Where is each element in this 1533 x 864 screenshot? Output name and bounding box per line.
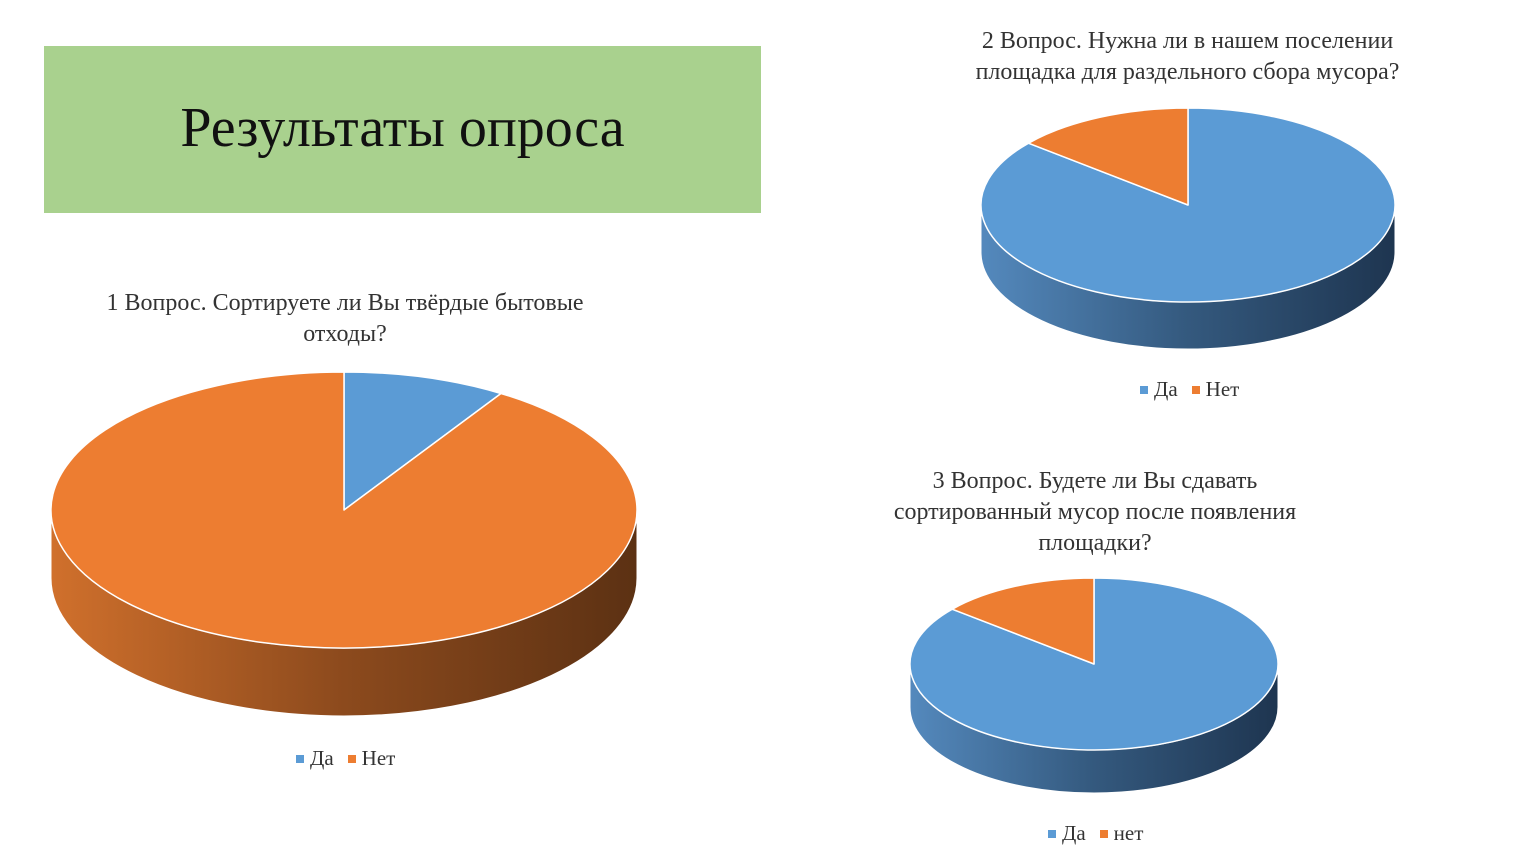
legend-label-net: Нет xyxy=(361,746,396,770)
legend-item-net: нет xyxy=(1099,821,1144,846)
legend-swatch-da xyxy=(1140,385,1148,394)
legend-item-net: Нет xyxy=(1191,377,1240,402)
legend-label-da: Да xyxy=(1062,821,1086,845)
legend-item-da: Да xyxy=(1048,821,1086,846)
legend-label-net: нет xyxy=(1113,821,1144,845)
pie-1-slice-da xyxy=(343,371,502,511)
chart-1-legend: Да Нет xyxy=(296,746,395,771)
legend-item-da: Да xyxy=(1140,377,1178,402)
pie-1-slice-net xyxy=(50,371,638,649)
legend-label-net: Нет xyxy=(1205,377,1240,401)
pie-chart-3 xyxy=(909,577,1279,794)
pie-3-slice-net xyxy=(951,577,1095,665)
chart-3-title: 3 Вопрос. Будете ли Вы сдавать сортирова… xyxy=(893,468,1297,556)
chart-1-title: 1 Вопрос. Сортируете ли Вы твёрдые бытов… xyxy=(106,290,584,347)
title-box: Результаты опроса xyxy=(44,46,761,213)
legend-swatch-net xyxy=(1099,829,1108,838)
chart-3-legend: Да нет xyxy=(1048,821,1143,846)
legend-item-da: Да xyxy=(296,746,334,771)
chart-2-title: 2 Вопрос. Нужна ли в нашем поселении пло… xyxy=(975,28,1400,85)
page-title: Результаты опроса xyxy=(180,97,625,159)
pie-chart-2 xyxy=(980,107,1396,350)
pie-2-slice-da xyxy=(980,107,1396,303)
pie-chart-1 xyxy=(50,371,638,717)
legend-label-da: Да xyxy=(1154,377,1178,401)
legend-swatch-net xyxy=(347,754,356,763)
chart-2-legend: Да Нет xyxy=(1140,377,1239,402)
legend-swatch-da xyxy=(296,754,304,763)
legend-swatch-da xyxy=(1048,829,1056,838)
legend-swatch-net xyxy=(1191,385,1200,394)
pie-2-slice-net xyxy=(1027,107,1189,206)
legend-label-da: Да xyxy=(310,746,334,770)
legend-item-net: Нет xyxy=(347,746,396,771)
